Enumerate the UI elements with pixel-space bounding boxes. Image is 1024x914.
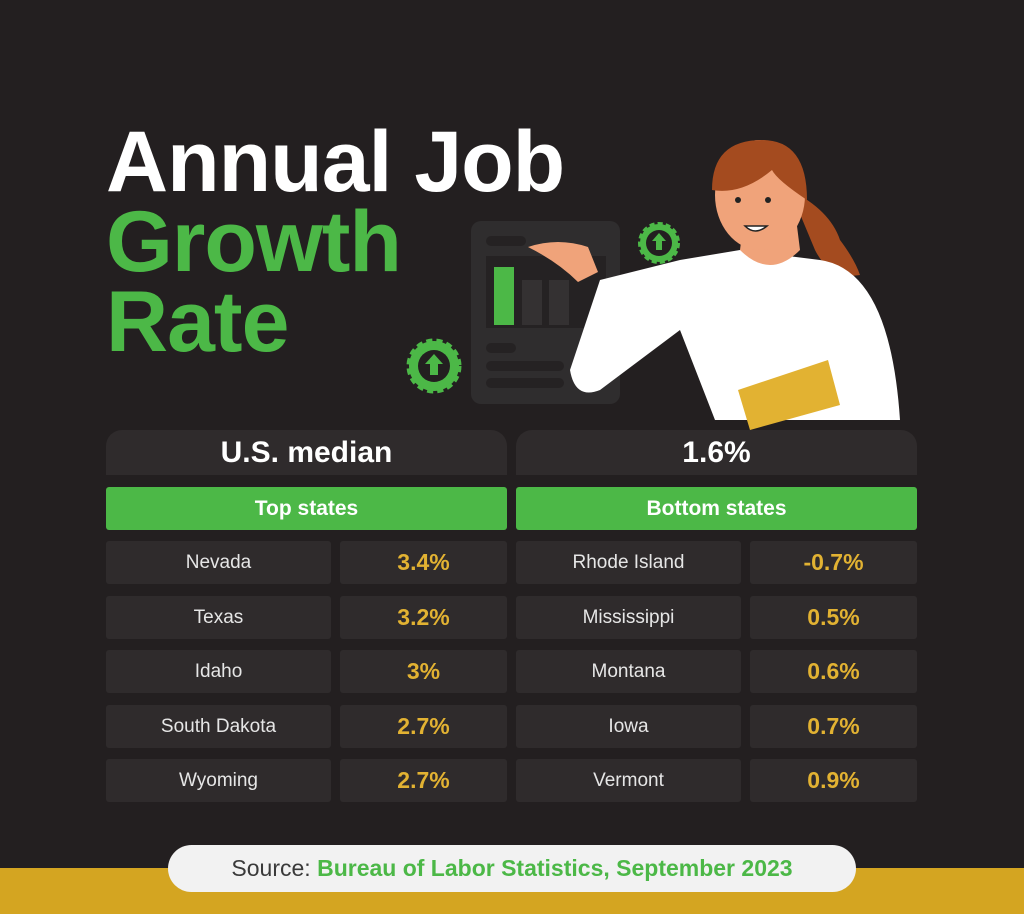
bottom-states-header: Bottom states [516, 487, 917, 530]
state-name: Wyoming [106, 759, 331, 802]
source-pill: Source: Bureau of Labor Statistics, Sept… [168, 845, 856, 892]
top-states-header: Top states [106, 487, 507, 530]
state-name: South Dakota [106, 705, 331, 748]
state-name: Montana [516, 650, 741, 693]
state-rate: 3.2% [340, 596, 507, 639]
up-arrow-badge-icon [638, 222, 680, 264]
state-rate: 3.4% [340, 541, 507, 584]
state-name: Mississippi [516, 596, 741, 639]
state-rate: 0.6% [750, 650, 917, 693]
state-rate: 0.7% [750, 705, 917, 748]
state-rate: 2.7% [340, 759, 507, 802]
title-line-1: Annual Job [106, 114, 565, 210]
state-name: Vermont [516, 759, 741, 802]
state-name: Nevada [106, 541, 331, 584]
us-median-label: U.S. median [106, 430, 507, 475]
state-name: Rhode Island [516, 541, 741, 584]
source-label: Source: [231, 855, 311, 881]
us-median-value: 1.6% [516, 430, 917, 475]
state-rate: 3% [340, 650, 507, 693]
state-name: Idaho [106, 650, 331, 693]
title-line-2: Growth [106, 194, 402, 290]
state-rate: -0.7% [750, 541, 917, 584]
state-rate: 0.5% [750, 596, 917, 639]
state-name: Iowa [516, 705, 741, 748]
up-arrow-badge-icon [406, 338, 462, 394]
state-rate: 0.9% [750, 759, 917, 802]
state-rate: 2.7% [340, 705, 507, 748]
title-line-3: Rate [106, 274, 289, 370]
source-text: Bureau of Labor Statistics, September 20… [317, 855, 793, 881]
state-name: Texas [106, 596, 331, 639]
woman-figure [528, 140, 900, 430]
woman-presenting-illustration [406, 140, 900, 430]
